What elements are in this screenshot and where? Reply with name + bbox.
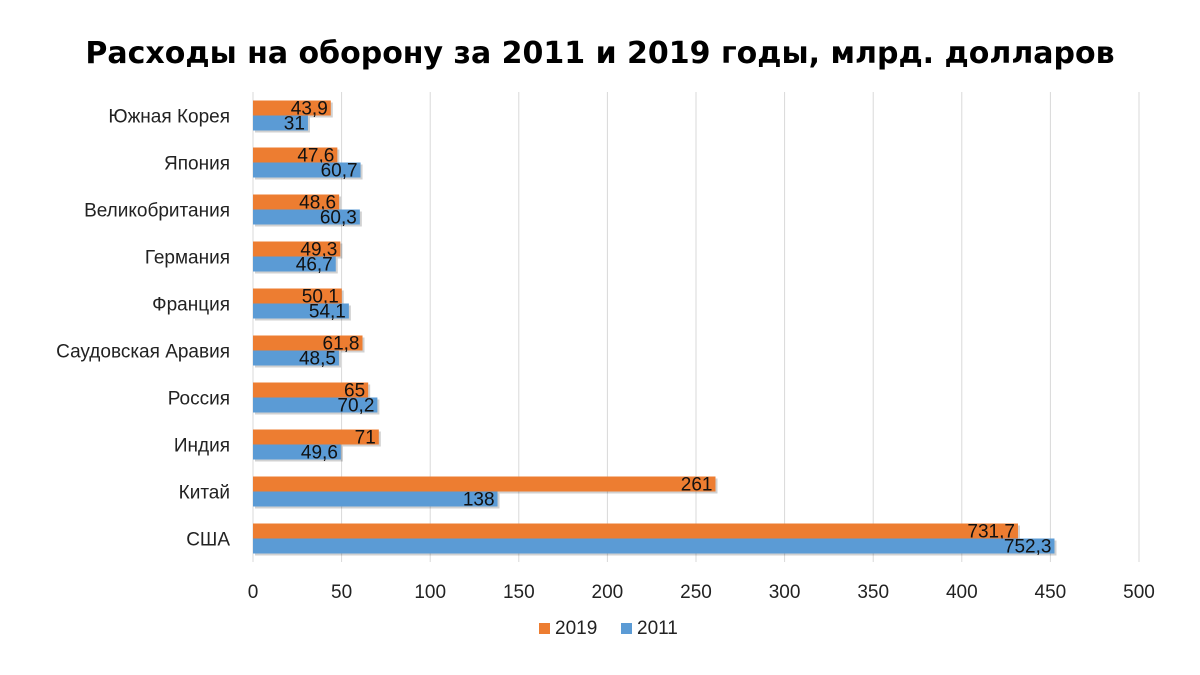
x-axis: 0 50 100 150 200 250 300 350 400 450 500 bbox=[248, 582, 1155, 603]
category-label-южная-корея: Южная Корея bbox=[108, 107, 230, 128]
bar-2011-германия bbox=[253, 256, 336, 272]
data-label-2011: 49,6 bbox=[301, 443, 338, 464]
category-label-япония: Япония bbox=[164, 154, 230, 175]
data-label-2019: 50,1 bbox=[302, 287, 339, 308]
bar-2019-великобритания bbox=[253, 194, 340, 210]
data-label-2011: 70,2 bbox=[337, 396, 374, 417]
x-tick-label: 500 bbox=[1123, 582, 1155, 603]
bar-2019-франция bbox=[253, 288, 342, 304]
x-tick-label: 50 bbox=[331, 582, 352, 603]
legend: 2019 2011 bbox=[539, 618, 678, 639]
bar-2011-саудовская-аравия bbox=[253, 350, 339, 366]
bar-2019-германия bbox=[253, 241, 341, 257]
bar-2019-япония bbox=[253, 147, 338, 163]
data-label-2011: 31 bbox=[284, 114, 305, 135]
bar-2011-южная-корея bbox=[253, 115, 308, 131]
category-label-россия: Россия bbox=[168, 389, 230, 410]
bar-2011-сша bbox=[253, 538, 1055, 554]
data-label-2011: 54,1 bbox=[309, 302, 346, 323]
category-label-великобритания: Великобритания bbox=[84, 201, 230, 222]
bar-2019-южная-корея bbox=[253, 100, 331, 116]
bar-2011-индия bbox=[253, 444, 341, 460]
x-tick-label: 150 bbox=[503, 582, 535, 603]
bar-2011-китай bbox=[253, 491, 498, 507]
bar-2019-сша bbox=[253, 523, 1018, 539]
data-label-2019: 65 bbox=[344, 381, 365, 402]
data-label-2011: 60,7 bbox=[321, 161, 358, 182]
bar-2019-россия bbox=[253, 382, 369, 398]
category-label-германия: Германия bbox=[145, 248, 230, 269]
chart-title: Расходы на оборону за 2011 и 2019 годы, … bbox=[85, 36, 1115, 71]
x-tick-label: 300 bbox=[769, 582, 801, 603]
category-label-индия: Индия bbox=[174, 436, 230, 457]
data-label-2019: 47,6 bbox=[297, 146, 334, 167]
x-tick-label: 400 bbox=[946, 582, 978, 603]
data-label-2011: 46,7 bbox=[296, 255, 333, 276]
data-label-2019: 261 bbox=[681, 475, 713, 496]
legend-swatch-2011 bbox=[621, 623, 632, 634]
bar-2019-индия bbox=[253, 429, 379, 445]
data-label-2019: 731,7 bbox=[967, 522, 1015, 543]
x-tick-label: 350 bbox=[857, 582, 889, 603]
bar-2019-саудовская-аравия bbox=[253, 335, 363, 351]
data-label-2019: 48,6 bbox=[299, 193, 336, 214]
data-label-2019: 61,8 bbox=[323, 334, 360, 355]
data-label-2011: 60,3 bbox=[320, 208, 357, 229]
legend-label-2019: 2019 bbox=[555, 618, 597, 639]
x-tick-label: 100 bbox=[414, 582, 446, 603]
x-tick-label: 250 bbox=[680, 582, 712, 603]
x-tick-label: 450 bbox=[1035, 582, 1067, 603]
bar-2011-япония bbox=[253, 162, 361, 178]
data-label-2019: 71 bbox=[355, 428, 376, 449]
x-tick-label: 200 bbox=[592, 582, 624, 603]
data-label-2019: 49,3 bbox=[300, 240, 337, 261]
legend-label-2011: 2011 bbox=[637, 618, 678, 639]
bar-2019-китай bbox=[253, 476, 716, 492]
category-label-франция: Франция bbox=[152, 295, 230, 316]
gridlines bbox=[252, 92, 1140, 562]
data-label-2011: 48,5 bbox=[299, 349, 336, 370]
bar-2011-франция bbox=[253, 303, 349, 319]
legend-swatch-2019 bbox=[539, 623, 550, 634]
bar-2011-великобритания bbox=[253, 209, 360, 225]
category-label-китай: Китай bbox=[179, 483, 230, 504]
x-tick-label: 0 bbox=[248, 582, 259, 603]
data-label-2011: 138 bbox=[463, 490, 495, 511]
bars: Южная Корея 43,931 Япония 47,660,7 Великобри… bbox=[56, 99, 1057, 558]
data-label-2011: 752,3 bbox=[1004, 537, 1052, 558]
data-label-2019: 43,9 bbox=[291, 99, 328, 120]
bar-2011-россия bbox=[253, 397, 378, 413]
category-label-саудовская-аравия: Саудовская Аравия bbox=[56, 342, 230, 363]
category-label-сша: США bbox=[186, 530, 230, 551]
